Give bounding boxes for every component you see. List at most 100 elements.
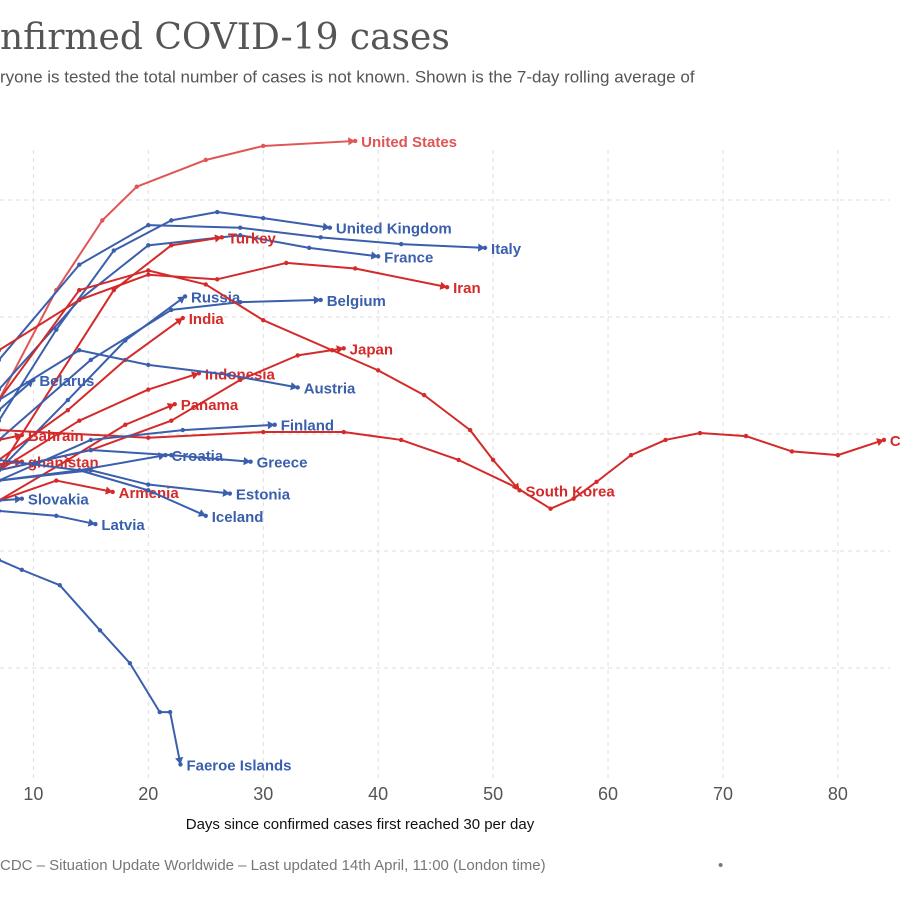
data-point — [54, 513, 59, 518]
footer: CDC – Situation Update Worldwide – Last … — [0, 857, 546, 874]
data-point — [77, 418, 82, 423]
data-point — [261, 143, 266, 149]
series-label: Indonesia — [205, 366, 276, 383]
line-arrow — [14, 495, 22, 504]
data-point — [88, 468, 94, 473]
data-point — [146, 272, 151, 277]
data-point — [54, 327, 59, 332]
data-point — [306, 245, 312, 251]
data-point — [341, 429, 346, 435]
series-label: ghanistan — [28, 455, 99, 472]
line-arrow — [191, 371, 199, 380]
x-tick-label: 40 — [368, 784, 388, 804]
series-label: Latvia — [101, 517, 145, 534]
data-point — [134, 184, 139, 189]
line-arrow — [478, 243, 486, 252]
grid: 10 20 30 40 50 60 70 80 — [0, 150, 890, 804]
data-point — [0, 458, 2, 462]
data-point — [261, 429, 266, 435]
data-point — [127, 660, 133, 666]
series-label: Japan — [350, 341, 393, 358]
line-arrow — [87, 518, 96, 527]
x-tick-label: 30 — [253, 784, 273, 804]
data-point — [456, 457, 461, 463]
data-point — [215, 277, 220, 282]
series-line — [0, 317, 184, 461]
series-label: Finland — [281, 418, 334, 435]
line-arrow — [166, 402, 175, 411]
series-label: Greece — [257, 455, 308, 472]
series-line — [0, 403, 176, 502]
data-point — [238, 233, 243, 238]
series-line — [0, 234, 379, 390]
data-point — [295, 353, 300, 358]
data-point — [111, 287, 116, 293]
line-arrow — [243, 457, 251, 466]
data-point — [318, 235, 323, 240]
x-tick-label: 10 — [23, 784, 43, 804]
data-point — [421, 392, 427, 398]
series-label: France — [384, 249, 433, 266]
series-label: Panama — [181, 397, 239, 414]
series-label: Austria — [304, 380, 356, 397]
line-arrow — [177, 296, 186, 304]
data-point — [490, 457, 496, 463]
data-point — [0, 418, 2, 423]
line-arrow — [370, 251, 379, 260]
series-label: Iceland — [212, 509, 264, 526]
data-point — [0, 408, 2, 413]
data-point — [65, 407, 71, 413]
series-label: Bahrain — [28, 428, 84, 445]
data-point — [146, 387, 151, 392]
series-label: Iran — [453, 280, 481, 297]
series-line — [0, 379, 34, 411]
data-point — [77, 262, 82, 267]
data-point — [594, 479, 599, 485]
series-line — [0, 459, 207, 517]
line-arrow — [348, 137, 356, 146]
x-tick-label: 50 — [483, 784, 503, 804]
line-arrow — [290, 382, 298, 391]
data-point — [146, 268, 151, 273]
line-arrow — [439, 281, 448, 290]
data-point — [203, 282, 208, 287]
line-arrow — [876, 438, 884, 447]
data-point — [77, 348, 82, 353]
line-arrow — [214, 234, 222, 243]
data-point — [0, 478, 2, 483]
line-arrow — [336, 345, 344, 354]
data-point — [77, 297, 82, 303]
data-point — [398, 437, 404, 443]
data-point — [329, 348, 335, 353]
data-point — [111, 248, 116, 253]
plot: United States United Kingdom Italy France Tu… — [0, 134, 900, 774]
data-point — [110, 489, 115, 495]
series-label: Estonia — [236, 486, 291, 503]
line-arrow — [267, 421, 275, 430]
line-arrow — [174, 318, 183, 326]
data-point — [272, 422, 277, 427]
x-tick-label: 70 — [713, 784, 733, 804]
series-label: United Kingdom — [336, 221, 452, 238]
data-point — [169, 243, 174, 248]
data-point — [169, 307, 174, 313]
data-point — [180, 427, 185, 433]
data-point — [238, 225, 243, 230]
data-point — [663, 437, 668, 443]
series-line — [0, 449, 251, 472]
data-point — [226, 372, 231, 378]
data-point — [169, 418, 174, 423]
data-point — [0, 509, 2, 513]
data-point — [697, 430, 703, 436]
data-point — [318, 297, 323, 303]
line-arrow — [313, 296, 321, 305]
data-point — [146, 488, 151, 493]
data-point — [54, 478, 59, 483]
series-label: India — [189, 311, 225, 328]
data-point — [215, 209, 220, 215]
series-label: China — [890, 433, 900, 450]
x-tick-label: 60 — [598, 784, 618, 804]
line-arrow — [197, 509, 206, 517]
series-line — [0, 139, 356, 401]
